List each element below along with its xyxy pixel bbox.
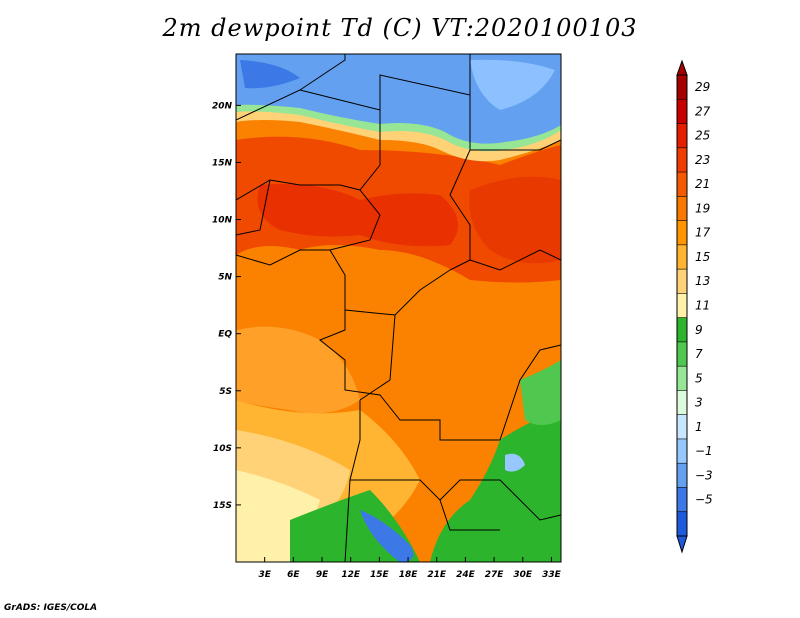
- colorbar-segment: [677, 414, 687, 440]
- map-frame: [235, 53, 562, 563]
- country-borders: [236, 54, 561, 562]
- colorbar-segment: [677, 463, 687, 488]
- lon-label: 33E: [542, 570, 562, 580]
- colorbar-segment: [677, 220, 687, 246]
- colorbar: 29 27 25 23 21 19 17 15 13 11 9 7 5 3 1 −1 −3 −5: [676, 59, 713, 554]
- colorbar-segment: [677, 438, 687, 464]
- colorbar-label: 21: [695, 177, 710, 191]
- colorbar-label: 25: [695, 129, 710, 143]
- colorbar-label: 15: [695, 250, 710, 264]
- colorbar-label: 7: [695, 347, 703, 361]
- colorbar-label: 1: [695, 420, 703, 434]
- lon-label: 3E: [258, 570, 271, 580]
- lat-label: EQ: [218, 330, 232, 340]
- lat-label: 20N: [212, 101, 233, 111]
- lat-label: 10N: [212, 216, 233, 226]
- lon-label: 15E: [370, 570, 390, 580]
- lat-label: 10S: [213, 444, 232, 454]
- field-coast-light: [236, 326, 360, 414]
- lon-label: 27E: [485, 570, 505, 580]
- colorbar-label: 13: [695, 274, 710, 288]
- colorbar-label: 23: [695, 153, 710, 167]
- field-east-green: [430, 410, 561, 562]
- lat-label: 5S: [219, 387, 232, 397]
- colorbar-segment: [677, 487, 687, 513]
- colorbar-label: 17: [695, 226, 711, 240]
- colorbar-bottom-arrow: [676, 535, 688, 554]
- colorbar-frame: [676, 74, 688, 537]
- colorbar-label: 27: [695, 104, 711, 118]
- field-east-green2: [520, 360, 561, 425]
- colorbar-segment: [677, 511, 687, 537]
- colorbar-label: −5: [695, 493, 713, 507]
- colorbar-segment: [677, 123, 687, 149]
- latitude-axis: 20N 15N 10N 5N EQ 5S 10S 15S: [212, 101, 241, 511]
- longitude-axis: 3E 6E 9E 12E 15E 18E 21E 24E 27E 30E 33E: [258, 557, 562, 580]
- lon-label: 6E: [287, 570, 300, 580]
- colorbar-segment: [677, 293, 687, 319]
- colorbar-label: −3: [695, 468, 713, 482]
- field-core-west: [257, 184, 458, 247]
- field-desert-light: [470, 59, 555, 110]
- colorbar-label: 3: [695, 396, 703, 410]
- grads-credit: GrADS: IGES/COLA: [4, 603, 98, 613]
- lon-label: 18E: [399, 570, 419, 580]
- lon-label: 12E: [341, 570, 361, 580]
- field-sw-blue: [360, 510, 414, 562]
- colorbar-segment: [677, 341, 687, 367]
- colorbar-segment: [677, 390, 687, 416]
- colorbar-segment: [677, 244, 687, 270]
- field-core-east: [469, 176, 561, 264]
- lat-label: 15S: [213, 501, 232, 511]
- lon-label: 9E: [316, 570, 329, 580]
- lon-label: 21E: [427, 570, 447, 580]
- field-east-blue: [505, 453, 525, 472]
- dewpoint-field: [236, 54, 561, 562]
- colorbar-segment: [677, 99, 687, 125]
- map-title: 2m dewpoint Td (C) VT:2020100103: [162, 14, 638, 42]
- colorbar-label: 11: [695, 299, 710, 313]
- colorbar-label: 5: [695, 371, 703, 385]
- colorbar-label: 9: [695, 323, 703, 337]
- lat-label: 5N: [218, 273, 232, 283]
- field-desert-dark1: [240, 60, 300, 89]
- lon-label: 24E: [456, 570, 476, 580]
- colorbar-top-arrow: [676, 59, 688, 76]
- colorbar-label: 29: [695, 80, 710, 94]
- colorbar-segment: [677, 269, 687, 294]
- lon-label: 30E: [513, 570, 533, 580]
- colorbar-segment: [677, 75, 687, 100]
- colorbar-segment: [677, 196, 687, 222]
- colorbar-segment: [677, 172, 687, 197]
- colorbar-label: −1: [695, 444, 713, 458]
- lat-label: 15N: [212, 158, 233, 168]
- colorbar-segment: [677, 317, 687, 343]
- colorbar-segment: [677, 366, 687, 391]
- colorbar-segment: [677, 147, 687, 173]
- colorbar-label: 19: [695, 201, 710, 215]
